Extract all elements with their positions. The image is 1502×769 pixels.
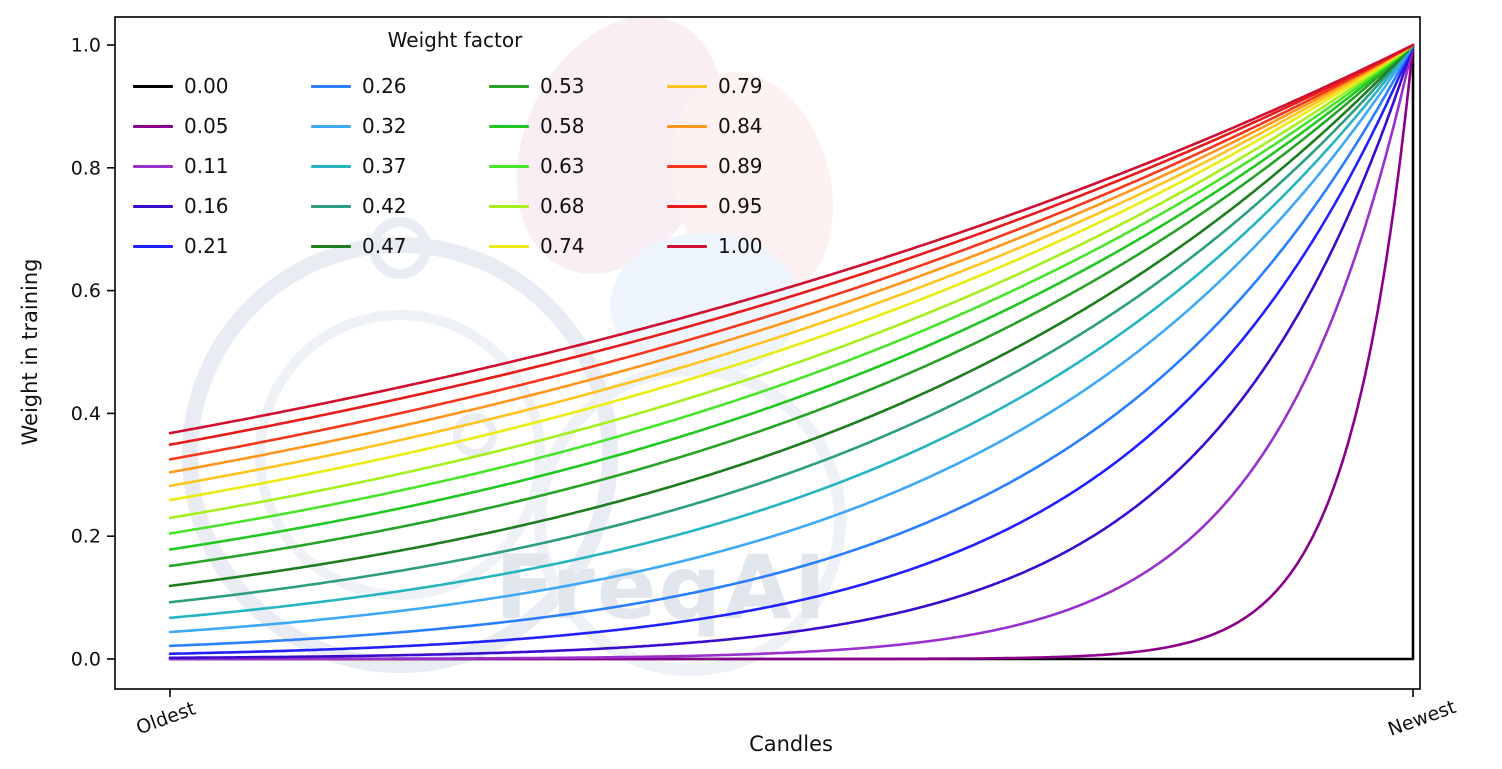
x-axis-label: Candles: [749, 732, 833, 756]
legend-swatch: [311, 84, 351, 88]
legend-item: 0.47: [311, 234, 421, 258]
legend-item: 1.00: [667, 234, 777, 258]
legend-swatch: [489, 124, 529, 128]
legend-item: 0.32: [311, 114, 421, 138]
legend-item: 0.21: [133, 234, 243, 258]
legend-item: 0.11: [133, 154, 243, 178]
legend-item: 0.16: [133, 194, 243, 218]
curve-0.89: [168, 43, 1415, 461]
legend-label: 0.84: [718, 114, 763, 138]
x-tick-label: Oldest: [133, 698, 198, 740]
curve-0.95: [168, 43, 1415, 447]
curve-0.53: [168, 43, 1415, 568]
y-tick-label: 0.0: [71, 648, 101, 670]
legend-swatch: [133, 84, 173, 88]
legend-item: 0.26: [311, 74, 421, 98]
watermark-text: FreqAI: [495, 536, 828, 639]
legend-label: 0.63: [540, 154, 585, 178]
legend-item: 0.37: [311, 154, 421, 178]
legend-swatch: [133, 124, 173, 128]
y-tick-label: 0.6: [71, 280, 101, 302]
legend-label: 0.32: [362, 114, 407, 138]
curve-0.68: [168, 43, 1415, 520]
legend-grid: 0.00 0.05 0.11 0.16 0.21 0.26 0.32 0.37 0.42 0.47…: [133, 66, 777, 266]
curve-0.16: [168, 43, 1415, 660]
legend-item: 0.53: [489, 74, 599, 98]
legend-label: 0.47: [362, 234, 407, 258]
legend-label: 0.74: [540, 234, 585, 258]
legend-swatch: [667, 244, 707, 248]
curve-0.74: [168, 43, 1415, 502]
legend-swatch: [489, 84, 529, 88]
legend-label: 0.21: [184, 234, 229, 258]
legend-swatch: [489, 164, 529, 168]
legend-swatch: [667, 84, 707, 88]
legend-swatch: [133, 204, 173, 208]
curve-0.63: [168, 43, 1415, 535]
legend-swatch: [489, 244, 529, 248]
legend-swatch: [133, 164, 173, 168]
curve-0.84: [168, 43, 1415, 474]
legend-label: 0.89: [718, 154, 763, 178]
legend-item: 0.05: [133, 114, 243, 138]
legend-label: 0.58: [540, 114, 585, 138]
legend-label: 0.00: [184, 74, 229, 98]
curve-0.58: [168, 43, 1415, 551]
legend-swatch: [133, 244, 173, 248]
legend-swatch: [311, 204, 351, 208]
legend-swatch: [667, 164, 707, 168]
legend-swatch: [489, 204, 529, 208]
curves: [168, 43, 1415, 661]
curve-0.79: [168, 43, 1415, 488]
legend-label: 1.00: [718, 234, 763, 258]
legend-label: 0.16: [184, 194, 229, 218]
legend-swatch: [311, 164, 351, 168]
legend-label: 0.37: [362, 154, 407, 178]
legend-item: 0.89: [667, 154, 777, 178]
legend-label: 0.68: [540, 194, 585, 218]
legend-item: 0.79: [667, 74, 777, 98]
curve-0.26: [168, 43, 1415, 648]
curve-0.47: [168, 43, 1415, 588]
legend-label: 0.26: [362, 74, 407, 98]
curve-0.37: [168, 43, 1415, 620]
y-tick-label: 0.4: [71, 403, 101, 425]
legend-swatch: [311, 244, 351, 248]
legend-label: 0.05: [184, 114, 229, 138]
legend-item: 0.00: [133, 74, 243, 98]
legend-swatch: [311, 124, 351, 128]
curve-0.21: [168, 43, 1415, 656]
legend-item: 0.42: [311, 194, 421, 218]
legend-title: Weight factor: [387, 28, 523, 52]
legend-swatch: [667, 204, 707, 208]
legend-label: 0.42: [362, 194, 407, 218]
curve-0.11: [168, 43, 1415, 661]
curve-1.00: [168, 43, 1415, 435]
curve-0.32: [168, 43, 1415, 634]
legend-item: 0.74: [489, 234, 599, 258]
legend-item: 0.84: [667, 114, 777, 138]
y-axis-label: Weight in training: [18, 258, 42, 446]
x-tick-label: Newest: [1385, 696, 1459, 741]
legend-label: 0.53: [540, 74, 585, 98]
legend-label: 0.95: [718, 194, 763, 218]
y-tick-label: 1.0: [71, 34, 101, 56]
legend-item: 0.68: [489, 194, 599, 218]
legend-label: 0.79: [718, 74, 763, 98]
legend-label: 0.11: [184, 154, 229, 178]
curve-0.42: [168, 43, 1415, 604]
legend-item: 0.95: [667, 194, 777, 218]
y-tick-label: 0.8: [71, 157, 101, 179]
legend-item: 0.63: [489, 154, 599, 178]
legend: Weight factor 0.00 0.05 0.11 0.16 0.21 0.26 0.…: [133, 28, 777, 266]
legend-swatch: [667, 124, 707, 128]
y-tick-label: 0.2: [71, 526, 101, 548]
legend-item: 0.58: [489, 114, 599, 138]
